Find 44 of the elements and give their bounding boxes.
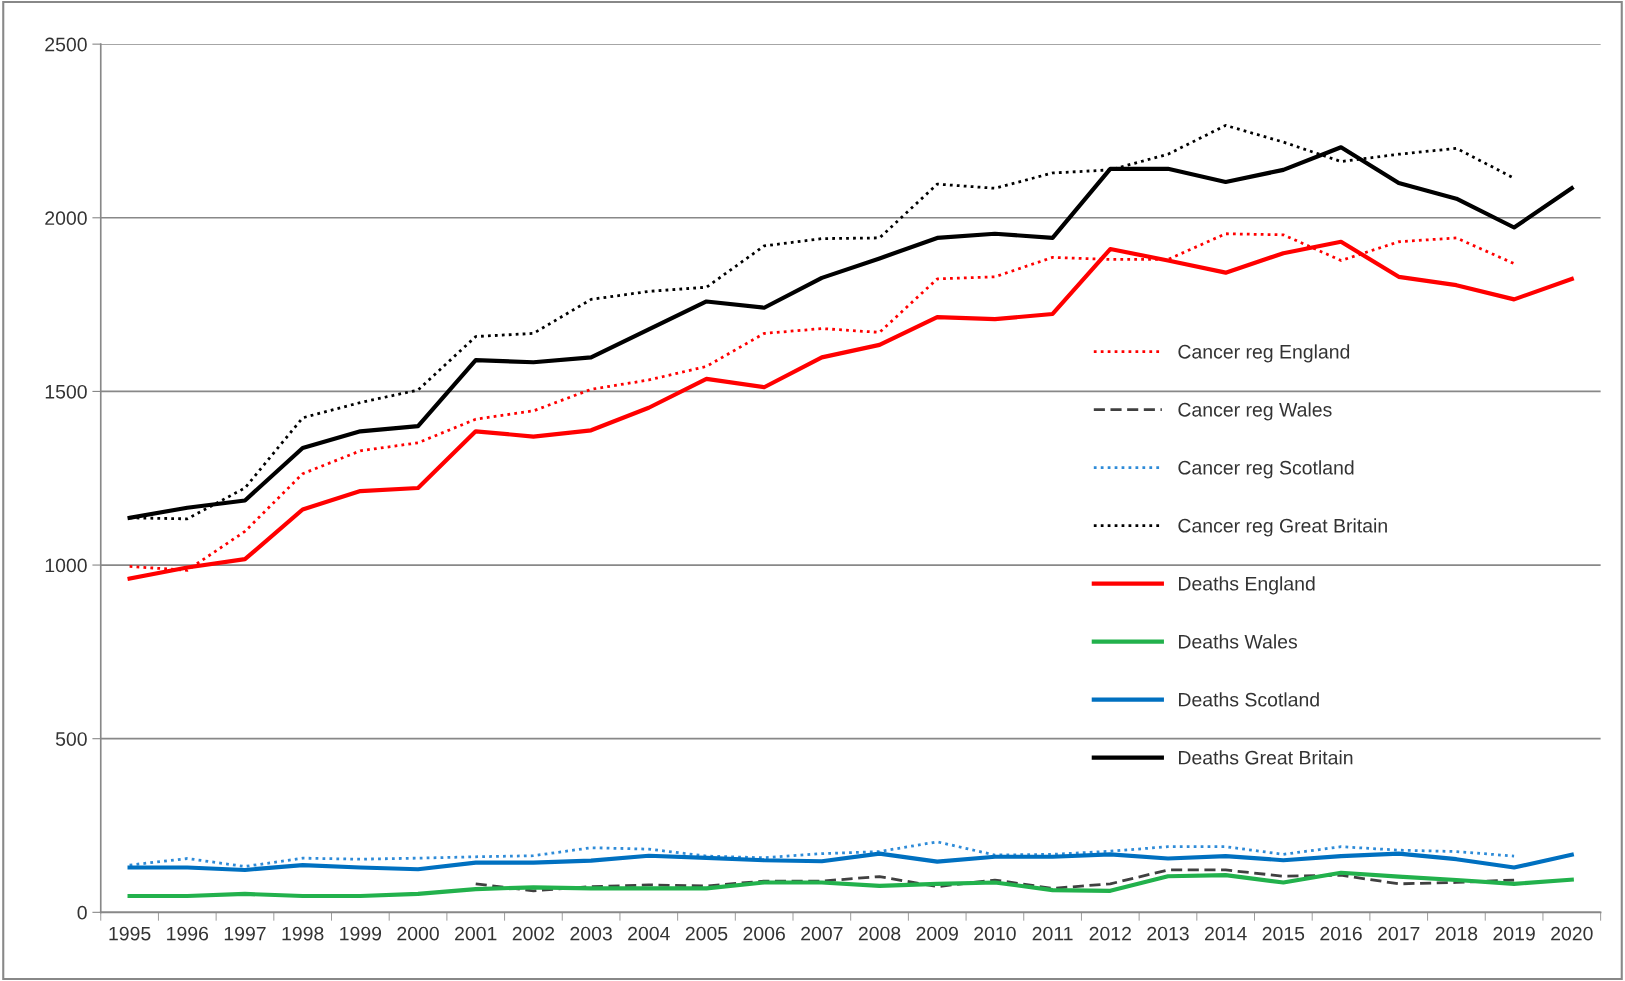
legend-label: Cancer reg Scotland (1178, 460, 1354, 479)
x-tick-label: 2019 (1493, 926, 1535, 941)
x-tick-label: 2009 (916, 926, 958, 941)
x-tick-label: 2011 (1032, 926, 1073, 941)
x-tick-label: 2013 (1147, 926, 1189, 941)
x-tick-label: 2010 (974, 926, 1016, 941)
x-tick-label: 2004 (628, 926, 670, 941)
line-series (128, 840, 1516, 868)
x-tick-label: 2006 (743, 926, 785, 941)
x-tick-label: 2003 (570, 926, 612, 941)
x-tick-label: 1998 (282, 926, 324, 941)
legend-label: Deaths Scotland (1179, 692, 1319, 707)
x-tick-label: 1997 (224, 926, 266, 941)
x-tick-label: 2000 (397, 926, 439, 941)
x-tick-label: 1999 (340, 926, 382, 941)
line-series (474, 868, 1516, 893)
y-tick-label: 1500 (45, 384, 87, 399)
legend-label: Deaths England (1179, 576, 1315, 595)
legend-label: Deaths Great Britain (1179, 750, 1353, 765)
y-tick-label: 1000 (45, 558, 87, 573)
x-tick-label: 2017 (1378, 926, 1420, 941)
line-series (127, 870, 1574, 899)
y-tick-label: 2000 (45, 211, 87, 226)
x-tick-label: 2001 (455, 926, 497, 941)
y-tick-label: 2500 (45, 37, 87, 52)
legend-label: Cancer reg Great Britain (1178, 518, 1387, 537)
x-tick-label: 1996 (167, 926, 209, 941)
x-tick-label: 2005 (685, 926, 728, 941)
x-tick-label: 2020 (1551, 926, 1593, 941)
x-tick-label: 2002 (512, 926, 555, 941)
y-tick-label: 0 (77, 905, 87, 920)
legend-label: Cancer reg England (1178, 344, 1350, 363)
legend-label: Cancer reg Wales (1178, 402, 1332, 421)
x-tick-label: 2007 (801, 926, 843, 941)
x-tick-label: 2008 (858, 926, 901, 941)
legend-label: Deaths Wales (1179, 634, 1298, 649)
x-tick-label: 1995 (109, 926, 151, 941)
x-tick-label: 2015 (1262, 926, 1305, 941)
x-tick-label: 2016 (1320, 926, 1362, 941)
line-series (127, 851, 1574, 873)
y-tick-label: 500 (55, 732, 87, 746)
x-tick-label: 2012 (1089, 926, 1131, 941)
x-tick-label: 2018 (1435, 926, 1478, 941)
x-tick-label: 2014 (1205, 926, 1247, 941)
